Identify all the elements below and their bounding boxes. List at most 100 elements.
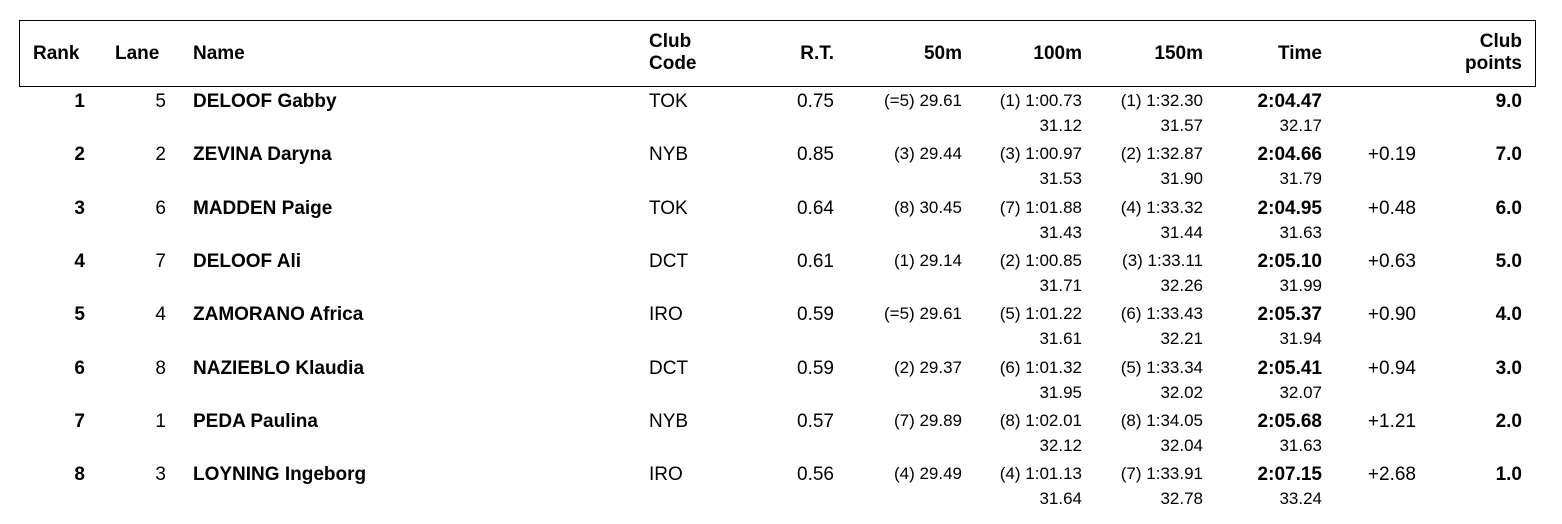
split-150m: (1) 1:32.30 xyxy=(1120,91,1203,110)
final-lap-split: 33.24 xyxy=(1279,489,1322,508)
table-row: 5 4 ZAMORANO Africa IRO 0.59 (=5) 29.61 (5) 1:… xyxy=(0,301,1562,354)
split-100m-lap: 31.64 xyxy=(1039,489,1082,508)
club-code-cell: NYB xyxy=(649,411,689,432)
header-club-points: Club points xyxy=(1465,31,1522,75)
final-lap-split: 32.17 xyxy=(1279,116,1322,135)
header-rank: Rank xyxy=(33,43,80,64)
club-code-cell: IRO xyxy=(649,304,683,325)
split-100m: (3) 1:00.97 xyxy=(999,144,1082,163)
split-100m: (2) 1:00.85 xyxy=(999,251,1082,270)
final-lap-split: 31.94 xyxy=(1279,329,1322,348)
time-behind-cell: +1.21 xyxy=(1367,411,1416,432)
reaction-time-cell: 0.56 xyxy=(797,464,834,485)
time-behind-cell: +0.48 xyxy=(1367,198,1416,219)
split-150m: (2) 1:32.87 xyxy=(1120,144,1203,163)
split-100m: (5) 1:01.22 xyxy=(999,304,1082,323)
swimmer-name: DELOOF Ali xyxy=(193,251,302,272)
swimmer-name: DELOOF Gabby xyxy=(193,91,337,112)
time-behind-cell: +0.94 xyxy=(1367,358,1416,379)
header-150m: 150m xyxy=(1154,43,1203,64)
reaction-time-cell: 0.59 xyxy=(797,304,834,325)
split-50m: (2) 29.37 xyxy=(893,358,962,377)
split-150m-lap: 31.44 xyxy=(1160,223,1203,242)
swimmer-name: PEDA Paulina xyxy=(193,411,318,432)
header-100m: 100m xyxy=(1033,43,1082,64)
reaction-time-cell: 0.57 xyxy=(797,411,834,432)
rank-cell: 7 xyxy=(74,411,85,432)
table-row: 7 1 PEDA Paulina NYB 0.57 (7) 29.89 (8) 1:02.0… xyxy=(0,408,1562,461)
club-points-cell: 9.0 xyxy=(1495,91,1522,112)
split-50m: (1) 29.14 xyxy=(893,251,962,270)
split-150m: (5) 1:33.34 xyxy=(1120,358,1203,377)
header-50m: 50m xyxy=(923,43,962,64)
lane-cell: 7 xyxy=(155,251,166,272)
split-50m: (=5) 29.61 xyxy=(884,91,962,110)
swimmer-name: MADDEN Paige xyxy=(193,198,333,219)
time-behind-cell: +0.63 xyxy=(1367,251,1416,272)
reaction-time-cell: 0.64 xyxy=(797,198,834,219)
header-name: Name xyxy=(193,43,245,64)
split-50m: (4) 29.49 xyxy=(893,464,962,483)
header-club-code: Club Code xyxy=(649,31,697,75)
lane-cell: 2 xyxy=(155,144,166,165)
club-points-cell: 1.0 xyxy=(1495,464,1522,485)
rank-cell: 5 xyxy=(74,304,85,325)
header-club-points-line2: points xyxy=(1465,53,1522,74)
club-points-cell: 3.0 xyxy=(1495,358,1522,379)
final-lap-split: 31.63 xyxy=(1279,436,1322,455)
final-time-cell: 2:05.68 xyxy=(1257,411,1322,432)
time-behind-cell: +2.68 xyxy=(1367,464,1416,485)
split-100m: (4) 1:01.13 xyxy=(999,464,1082,483)
final-time-cell: 2:04.95 xyxy=(1257,198,1322,219)
header-club-points-line1: Club xyxy=(1479,31,1522,52)
final-lap-split: 31.99 xyxy=(1279,276,1322,295)
club-code-cell: TOK xyxy=(649,91,688,112)
split-100m-lap: 31.43 xyxy=(1039,223,1082,242)
results-header-box xyxy=(19,20,1536,87)
rank-cell: 1 xyxy=(74,91,85,112)
split-100m: (1) 1:00.73 xyxy=(999,91,1082,110)
swimmer-name: ZEVINA Daryna xyxy=(193,144,332,165)
split-100m-lap: 31.12 xyxy=(1039,116,1082,135)
split-100m-lap: 31.95 xyxy=(1039,383,1082,402)
rank-cell: 6 xyxy=(74,358,85,379)
split-100m: (6) 1:01.32 xyxy=(999,358,1082,377)
time-behind-cell: +0.19 xyxy=(1367,144,1416,165)
split-50m: (8) 30.45 xyxy=(893,198,962,217)
club-points-cell: 4.0 xyxy=(1495,304,1522,325)
lane-cell: 1 xyxy=(155,411,166,432)
lane-cell: 6 xyxy=(155,198,166,219)
final-time-cell: 2:05.10 xyxy=(1257,251,1322,272)
header-club-code-line1: Club xyxy=(649,31,692,52)
table-row: 8 3 LOYNING Ingeborg IRO 0.56 (4) 29.49 (4) 1:… xyxy=(0,461,1562,514)
split-100m-lap: 31.71 xyxy=(1039,276,1082,295)
reaction-time-cell: 0.75 xyxy=(797,91,834,112)
rank-cell: 4 xyxy=(74,251,85,272)
club-points-cell: 7.0 xyxy=(1495,144,1522,165)
club-points-cell: 2.0 xyxy=(1495,411,1522,432)
split-100m-lap: 31.61 xyxy=(1039,329,1082,348)
table-row: 2 2 ZEVINA Daryna NYB 0.85 (3) 29.44 (3) 1:00.… xyxy=(0,141,1562,194)
header-time: Time xyxy=(1277,43,1322,64)
split-50m: (7) 29.89 xyxy=(893,411,962,430)
split-150m-lap: 32.21 xyxy=(1160,329,1203,348)
table-row: 1 5 DELOOF Gabby TOK 0.75 (=5) 29.61 (1) 1:00.… xyxy=(0,88,1562,141)
final-time-cell: 2:04.47 xyxy=(1257,91,1322,112)
split-150m: (3) 1:33.11 xyxy=(1122,251,1203,270)
split-150m-lap: 32.26 xyxy=(1160,276,1203,295)
swimmer-name: NAZIEBLO Klaudia xyxy=(193,358,365,379)
club-code-cell: DCT xyxy=(649,251,689,272)
club-code-cell: TOK xyxy=(649,198,688,219)
rank-cell: 2 xyxy=(74,144,85,165)
split-150m: (4) 1:33.32 xyxy=(1120,198,1203,217)
lane-cell: 3 xyxy=(155,464,166,485)
split-50m: (3) 29.44 xyxy=(893,144,962,163)
final-lap-split: 31.79 xyxy=(1279,169,1322,188)
split-100m-lap: 32.12 xyxy=(1039,436,1082,455)
header-rt: R.T. xyxy=(800,43,834,64)
reaction-time-cell: 0.59 xyxy=(797,358,834,379)
lane-cell: 8 xyxy=(155,358,166,379)
split-150m-lap: 32.78 xyxy=(1160,489,1203,508)
split-100m: (8) 1:02.01 xyxy=(999,411,1082,430)
reaction-time-cell: 0.61 xyxy=(797,251,834,272)
